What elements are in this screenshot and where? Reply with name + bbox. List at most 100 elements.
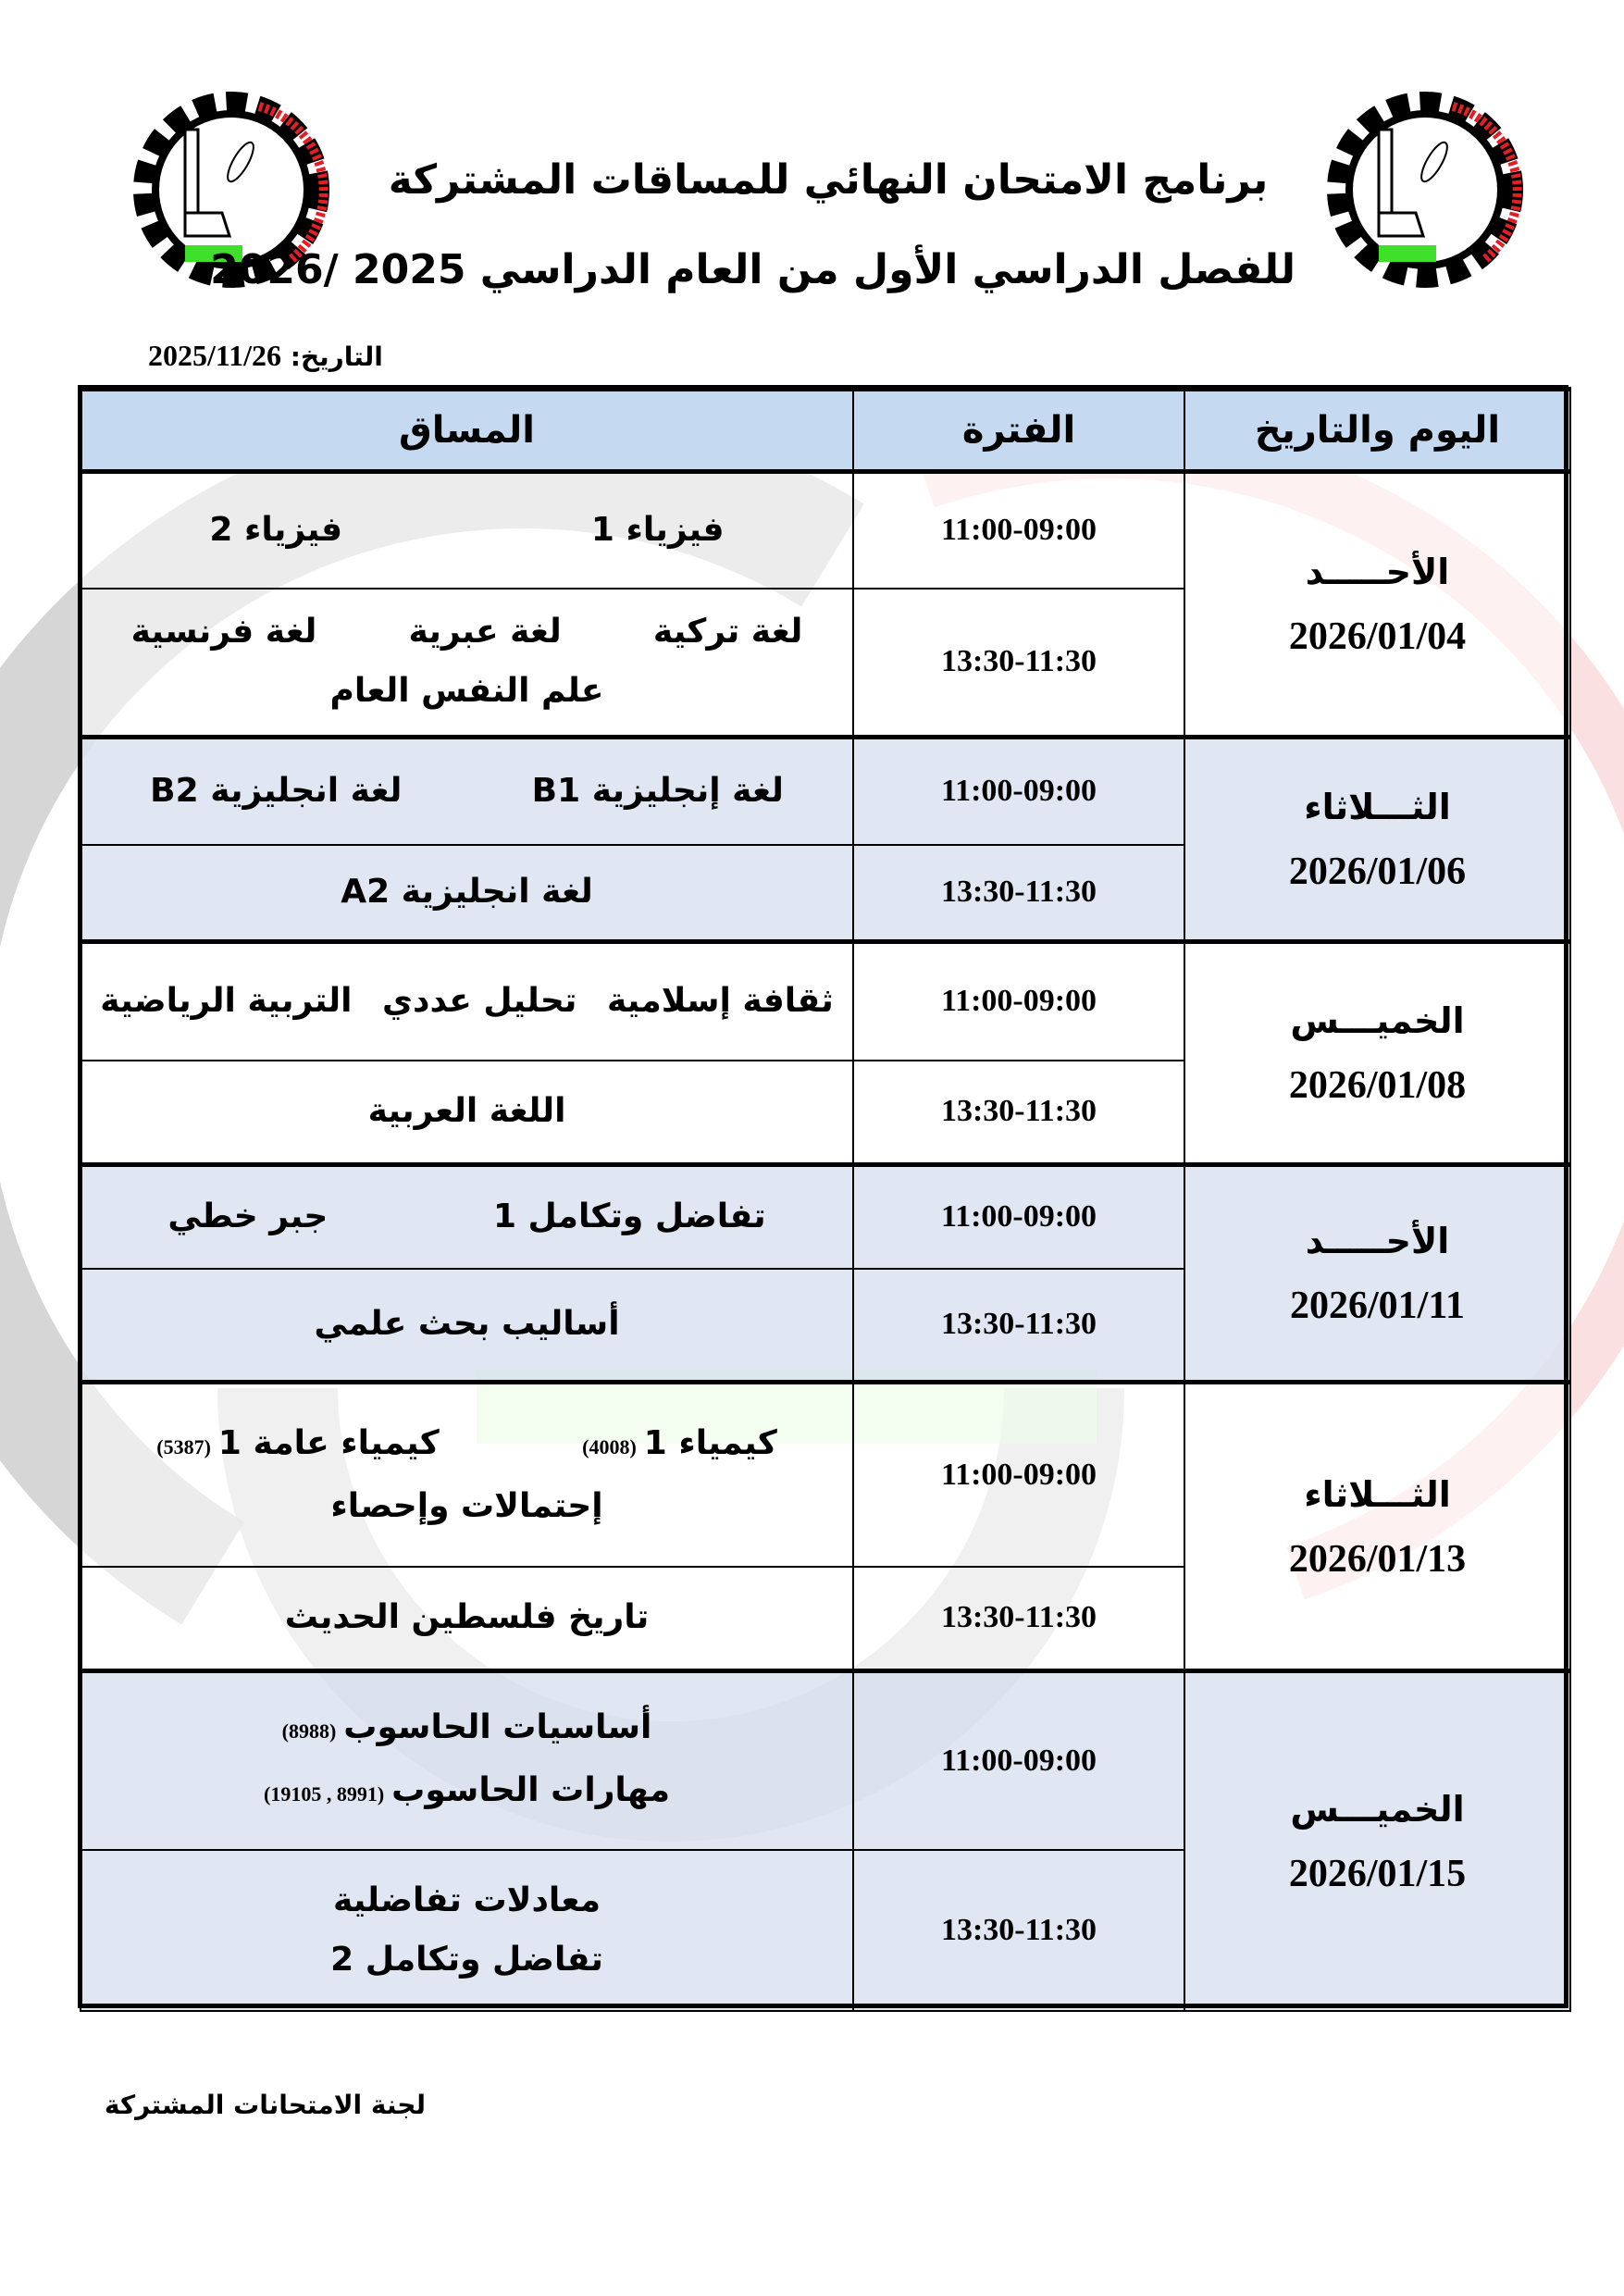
- course-cell: أساسيات الحاسوب(8988) مهارات الحاسوب(8991…: [80, 1669, 854, 1851]
- date-value: 2025/11/26: [148, 339, 282, 372]
- course-cell: ثقافة إسلامية تحليل عددي التربية الرياضية: [80, 939, 854, 1061]
- course-name: إحتمالات وإحصاء: [330, 1486, 603, 1525]
- course-item: إحتمالات وإحصاء: [330, 1477, 602, 1536]
- period-cell: 13:30-11:30: [852, 843, 1185, 943]
- course-line: تفاضل وتكامل 2: [81, 1930, 852, 1990]
- course-cell: أساليب بحث علمي: [80, 1267, 854, 1384]
- course-name: أساليب بحث علمي: [314, 1305, 620, 1344]
- table-row: الخميـــس 2026/01/15 11:00-09:00 أساسيات ال…: [80, 1669, 1571, 2012]
- course-name: فيزياء 2: [209, 511, 343, 550]
- course-item: كيمياء عامة 1(5387): [156, 1414, 439, 1477]
- course-line: أساسيات الحاسوب(8988): [81, 1698, 852, 1761]
- course-item: لغة عبرية: [409, 602, 562, 662]
- exam-date: 2026/01/06: [1288, 850, 1467, 893]
- course-name: ثقافة إسلامية: [606, 982, 834, 1021]
- course-line: تاريخ فلسطين الحديث: [81, 1588, 852, 1647]
- table-row: 13:30-11:30 اللغة العربية: [80, 1059, 1570, 1166]
- course-cell: لغة إنجليزية B1 لغة انجليزية B2: [80, 735, 854, 846]
- course-name: لغة فرنسية: [130, 613, 317, 652]
- day-date-cell: الأحـــــد 2026/01/04: [1184, 469, 1571, 738]
- course-line: لغة انجليزية A2: [81, 863, 852, 922]
- period-cell: 13:30-11:30: [852, 1059, 1185, 1166]
- day-date-cell: الخميـــس 2026/01/08: [1184, 939, 1571, 1166]
- course-item: أساسيات الحاسوب(8988): [282, 1698, 652, 1761]
- course-name: أساسيات الحاسوب: [343, 1707, 652, 1746]
- course-item: تاريخ فلسطين الحديث: [285, 1588, 650, 1647]
- course-line: اللغة العربية: [81, 1082, 852, 1141]
- day-date-cell: الثـــلاثاء 2026/01/13: [1184, 1380, 1571, 1672]
- course-line: تفاضل وتكامل 1 جبر خطي: [81, 1187, 852, 1247]
- course-line: علم النفس العام: [81, 662, 852, 721]
- course-item: لغة انجليزية B2: [150, 762, 402, 821]
- course-name: لغة إنجليزية B1: [531, 772, 784, 811]
- course-name: تاريخ فلسطين الحديث: [284, 1598, 650, 1637]
- course-item: تحليل عددي: [382, 972, 576, 1031]
- course-item: فيزياء 1: [591, 501, 725, 560]
- course-name: لغة عبرية: [408, 613, 562, 652]
- course-name: لغة تركية: [652, 613, 803, 652]
- column-header-course: المساق: [80, 387, 854, 474]
- course-name: تحليل عددي: [382, 982, 577, 1021]
- course-cell: كيمياء 1(4008) كيمياء عامة 1(5387) إحتمالا…: [80, 1380, 854, 1568]
- course-cell: تاريخ فلسطين الحديث: [80, 1565, 854, 1672]
- course-cell: تفاضل وتكامل 1 جبر خطي: [80, 1162, 854, 1270]
- course-item: لغة فرنسية: [131, 602, 317, 662]
- committee-signature: لجنة الامتحانات المشتركة: [104, 2090, 426, 2120]
- course-item: لغة إنجليزية B1: [532, 762, 784, 821]
- course-line: مهارات الحاسوب(8991 , 19105): [81, 1761, 852, 1824]
- column-header-day-date: اليوم والتاريخ: [1184, 387, 1571, 474]
- day-name: الخميـــس: [1290, 1788, 1465, 1830]
- course-name: التربية الرياضية: [100, 982, 353, 1021]
- course-code: (5387): [156, 1434, 211, 1458]
- period-cell: 11:00-09:00: [852, 735, 1185, 846]
- course-item: تفاضل وتكامل 2: [330, 1930, 603, 1990]
- course-name: تفاضل وتكامل 1: [492, 1198, 766, 1236]
- day-name: الأحـــــد: [1305, 552, 1450, 592]
- table-row: 13:30-11:30 لغة انجليزية A2: [80, 843, 1570, 943]
- course-item: لغة انجليزية A2: [341, 863, 593, 922]
- page-title: برنامج الامتحان النهائي للمساقات المشترك…: [388, 156, 1269, 204]
- course-name: جبر خطي: [167, 1198, 329, 1236]
- exam-date: 2026/01/08: [1288, 1064, 1467, 1107]
- course-line: أساليب بحث علمي: [81, 1295, 852, 1354]
- table-row: 13:30-11:30 لغة تركية لغة عبرية لغة فرنسية ع…: [80, 587, 1570, 738]
- course-item: مهارات الحاسوب(8991 , 19105): [264, 1761, 670, 1824]
- course-item: كيمياء 1(4008): [582, 1414, 777, 1477]
- table-row: 13:30-11:30 تاريخ فلسطين الحديث: [80, 1565, 1570, 1672]
- course-code: (8991 , 19105): [264, 1781, 385, 1806]
- course-line: كيمياء 1(4008) كيمياء عامة 1(5387): [81, 1414, 852, 1477]
- period-cell: 13:30-11:30: [852, 1848, 1185, 2012]
- course-cell: فيزياء 1 فيزياء 2: [80, 469, 854, 590]
- date-label: التاريخ:: [290, 341, 383, 372]
- issue-date: التاريخ: 2025/11/26: [148, 339, 444, 373]
- course-name: علم النفس العام: [329, 672, 604, 711]
- university-logo-left: [133, 92, 329, 288]
- course-name: مهارات الحاسوب: [391, 1770, 670, 1809]
- course-cell: معادلات تفاضلية تفاضل وتكامل 2: [80, 1848, 854, 2012]
- university-logo-right: [1327, 92, 1523, 288]
- period-cell: 11:00-09:00: [852, 939, 1185, 1061]
- table-row: الخميـــس 2026/01/08 11:00-09:00 ثقافة إسلا…: [80, 939, 1571, 1166]
- course-line: ثقافة إسلامية تحليل عددي التربية الرياضية: [81, 972, 852, 1031]
- day-name: الثـــلاثاء: [1304, 1473, 1451, 1515]
- exam-date: 2026/01/13: [1288, 1537, 1467, 1581]
- page-subtitle: للفصل الدراسي الأول من العام الدراسي 202…: [210, 246, 1295, 293]
- exam-date: 2026/01/11: [1289, 1285, 1466, 1327]
- day-date-cell: الثـــلاثاء 2026/01/06: [1184, 735, 1571, 943]
- period-cell: 11:00-09:00: [852, 1162, 1185, 1270]
- course-code: (4008): [582, 1434, 637, 1458]
- period-cell: 13:30-11:30: [852, 1565, 1185, 1672]
- exam-date: 2026/01/04: [1288, 615, 1467, 658]
- course-line: إحتمالات وإحصاء: [81, 1477, 852, 1536]
- course-cell: لغة انجليزية A2: [80, 843, 854, 943]
- course-name: لغة انجليزية B2: [150, 772, 403, 811]
- course-item: جبر خطي: [167, 1187, 328, 1247]
- course-name: فيزياء 1: [590, 511, 725, 550]
- course-item: أساليب بحث علمي: [314, 1295, 619, 1354]
- table-row: 13:30-11:30 أساليب بحث علمي: [80, 1267, 1570, 1384]
- day-date-cell: الخميـــس 2026/01/15: [1184, 1669, 1571, 2012]
- course-name: لغة انجليزية A2: [341, 873, 593, 912]
- day-date-cell: الأحـــــد 2026/01/11: [1184, 1162, 1571, 1384]
- course-code: (8988): [281, 1719, 337, 1743]
